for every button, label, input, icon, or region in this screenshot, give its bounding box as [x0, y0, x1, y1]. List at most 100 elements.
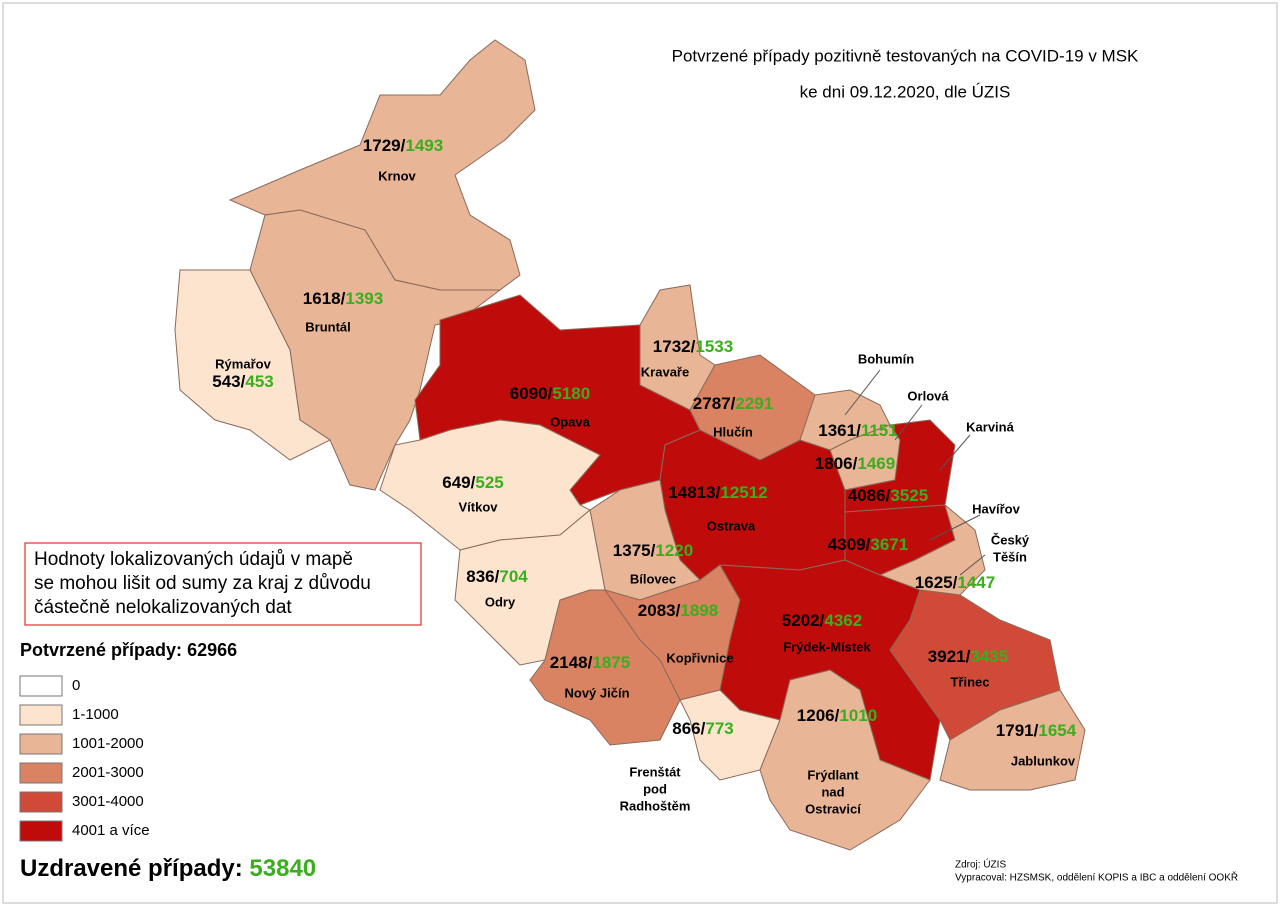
region-value: 14813/12512: [668, 483, 767, 502]
region-name: Orlová: [907, 388, 949, 403]
region-name: Český: [991, 532, 1030, 547]
region-name: Odry: [485, 594, 516, 609]
text-part: 14813: [668, 483, 715, 502]
region-area: [639, 284, 716, 411]
text-part: /: [676, 601, 681, 620]
legend-label: 3001-4000: [72, 793, 144, 810]
region-value: 543/453: [212, 372, 273, 391]
text-part: 649: [442, 473, 470, 492]
region-value: 2787/2291: [693, 394, 773, 413]
text-part: 1806: [815, 454, 853, 473]
legend-label: 0: [72, 677, 80, 694]
region-area: [529, 589, 681, 746]
text-part: 866: [672, 719, 700, 738]
region-value: 1361/1151: [818, 421, 897, 440]
text-part: 3525: [890, 486, 928, 505]
text-part: /: [853, 454, 858, 473]
legend-swatch: [19, 820, 63, 842]
text-part: 5202: [782, 611, 820, 630]
region-area: [174, 269, 331, 461]
region-name: Bohumín: [858, 351, 914, 366]
region-name: Kopřivnice: [666, 650, 733, 665]
text-part: 53840: [249, 855, 316, 882]
region-value: 1806/1469: [815, 454, 895, 473]
text-part: 1898: [680, 601, 718, 620]
region-value: 4309/3671: [828, 535, 908, 554]
region-name: Těšín: [993, 549, 1027, 564]
text-part: 3921: [928, 647, 966, 666]
text-part: 1206: [797, 706, 835, 725]
region-value: 649/525: [442, 473, 503, 492]
region-name: Frýdek-Místek: [783, 639, 871, 654]
text-part: 2083: [638, 601, 676, 620]
text-part: 1732: [653, 337, 691, 356]
leader-lines: [844, 369, 986, 576]
legend-label: 2001-3000: [72, 764, 144, 781]
text-part: 1393: [345, 289, 383, 308]
text-part: 1875: [592, 653, 630, 672]
region-name: Krnov: [378, 168, 416, 183]
text-part: Uzdravené případy:: [20, 855, 243, 882]
legend-label: 1001-2000: [72, 735, 144, 752]
text-part: 3435: [970, 647, 1008, 666]
text-part: /: [401, 136, 406, 155]
text-part: 836: [466, 567, 494, 586]
region-name: Havířov: [972, 501, 1020, 516]
text-part: /: [731, 394, 736, 413]
text-part: 2148: [550, 653, 588, 672]
region-name: Kravaře: [641, 364, 689, 379]
text-part: 1010: [839, 706, 877, 725]
region-name: Bílovec: [630, 571, 676, 586]
legend-swatch: [19, 704, 63, 726]
region-name: Frenštát: [629, 764, 681, 779]
region-name: Hlučín: [713, 424, 753, 439]
text-part: 1447: [957, 573, 995, 592]
region-name: Nový Jičín: [564, 685, 629, 700]
text-part: 1618: [303, 289, 341, 308]
text-part: /: [471, 473, 476, 492]
region-name: Rýmařov: [215, 356, 271, 371]
text-part: 4086: [848, 486, 886, 505]
text-part: 1361: [818, 421, 856, 440]
text-part: 12512: [720, 483, 767, 502]
region-value: 836/704: [466, 567, 528, 586]
text-part: /: [716, 483, 721, 502]
text-part: 1220: [655, 541, 693, 560]
text-part: 1654: [1038, 721, 1076, 740]
note: částečně nelokalizovaných dat: [34, 597, 292, 618]
text-part: 1151: [861, 421, 898, 440]
text-part: 6090: [510, 384, 548, 403]
text-part: /: [953, 573, 958, 592]
recovered-total: Uzdravené případy: 53840: [20, 855, 316, 882]
note: Hodnoty lokalizovaných údajů v mapě: [34, 549, 353, 570]
region-value: 1625/1447: [915, 573, 995, 592]
region-area: [939, 689, 1086, 791]
text-part: /: [835, 706, 840, 725]
region-name: nad: [821, 784, 844, 799]
region-name: pod: [643, 781, 667, 796]
text-part: /: [966, 647, 971, 666]
text-part: /: [548, 384, 553, 403]
text-part: 62966: [187, 640, 237, 660]
region-name: Opava: [550, 414, 591, 429]
note: se mohou lišit od sumy za kraj z důvodu: [34, 573, 371, 594]
region-value: 5202/4362: [782, 611, 862, 630]
region-value: 1791/1654: [996, 721, 1077, 740]
text-part: /: [588, 653, 593, 672]
region-name: Třinec: [950, 674, 989, 689]
text-part: /: [1034, 721, 1039, 740]
region-value: 1732/1533: [653, 337, 733, 356]
legend-label: 4001 a více: [72, 822, 150, 839]
text-part: 4309: [828, 535, 866, 554]
source: Vypracoval: HZSMSK, oddělení KOPIS a IBC…: [955, 871, 1238, 884]
text-part: /: [866, 535, 871, 554]
region-value: 2148/1875: [550, 653, 630, 672]
confirmed-total: Potvrzené případy: 62966: [20, 640, 237, 660]
text-part: 4362: [824, 611, 862, 630]
legend-swatch: [19, 675, 63, 697]
region-value: 1375/1220: [613, 541, 693, 560]
note-box: [24, 542, 422, 626]
